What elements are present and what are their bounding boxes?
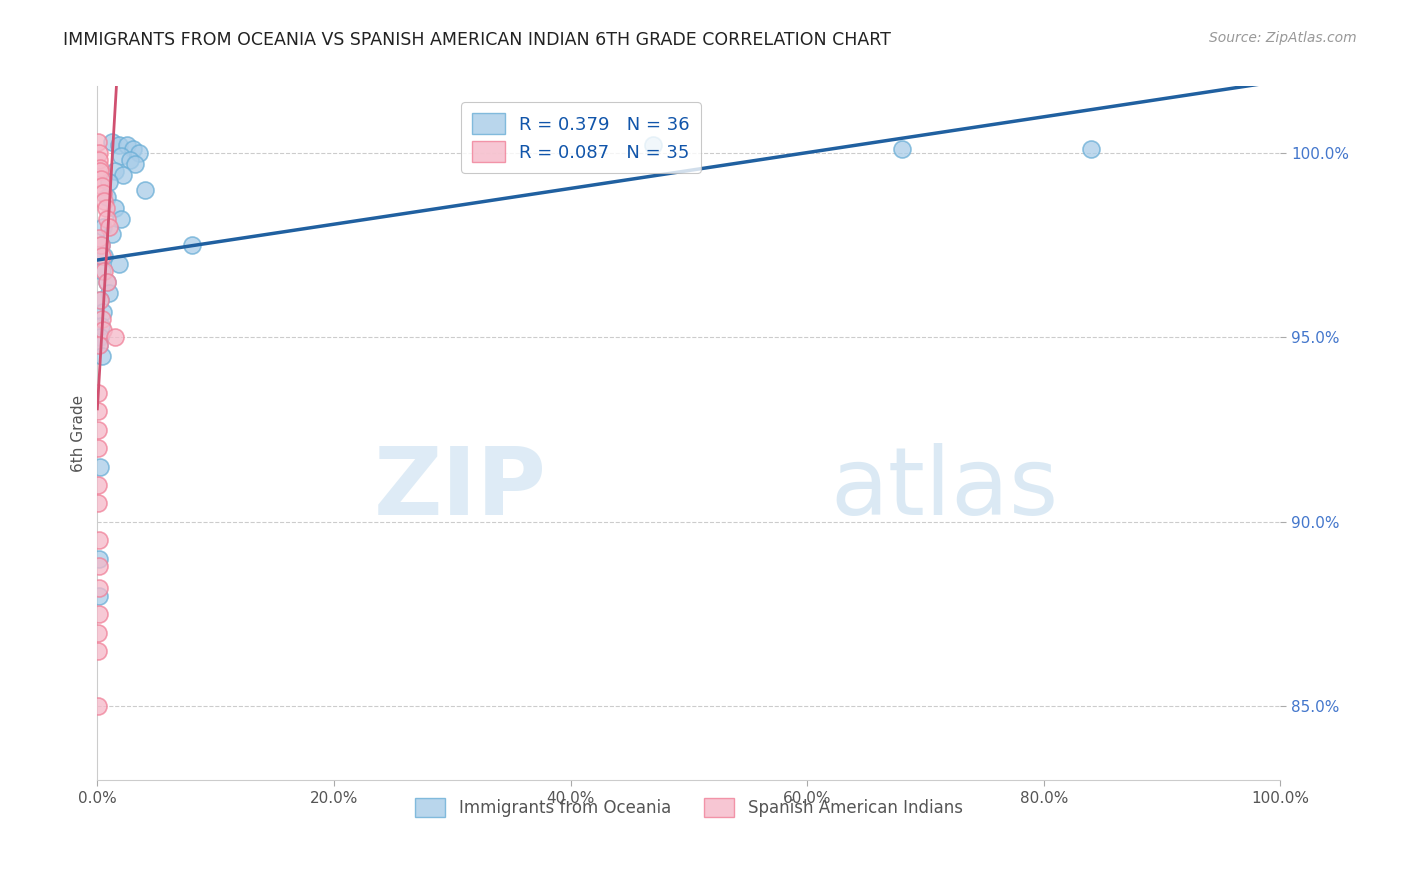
Point: [643, 138, 665, 153]
Point: [120, 153, 142, 168]
Point: [181, 238, 204, 252]
Point: [128, 145, 150, 160]
Point: [89, 330, 111, 344]
Point: [93, 249, 115, 263]
Point: [89, 230, 111, 244]
Point: [87, 644, 110, 658]
Point: [90, 238, 112, 252]
Point: [87, 589, 110, 603]
Point: [89, 153, 111, 168]
Point: [91, 264, 114, 278]
Point: [96, 190, 118, 204]
Point: [1080, 142, 1102, 156]
Point: [90, 171, 112, 186]
Point: [87, 699, 110, 714]
Point: [93, 264, 115, 278]
Point: [89, 161, 111, 175]
Point: [89, 293, 111, 308]
Point: [87, 135, 110, 149]
Point: [107, 256, 129, 270]
Point: [87, 478, 110, 492]
Point: [87, 337, 110, 351]
Point: [87, 337, 110, 351]
Point: [89, 293, 111, 308]
Point: [87, 404, 110, 418]
Point: [91, 349, 114, 363]
Point: [98, 175, 121, 189]
Point: [104, 201, 127, 215]
Point: [107, 138, 129, 153]
Point: [98, 219, 121, 234]
Point: [104, 330, 127, 344]
Point: [87, 625, 110, 640]
Point: [115, 138, 138, 153]
Point: [91, 312, 114, 326]
Text: ZIP: ZIP: [374, 442, 547, 535]
Text: atlas: atlas: [831, 442, 1059, 535]
Point: [87, 145, 110, 160]
Point: [93, 194, 115, 208]
Point: [90, 238, 112, 252]
Point: [110, 149, 132, 163]
Point: [104, 164, 127, 178]
Point: [121, 142, 143, 156]
Point: [110, 212, 132, 227]
Point: [91, 186, 114, 201]
Point: [91, 249, 114, 263]
Point: [89, 551, 111, 566]
Point: [91, 323, 114, 337]
Point: [89, 164, 111, 178]
Point: [98, 286, 121, 301]
Point: [91, 179, 114, 194]
Point: [100, 227, 122, 241]
Point: [89, 559, 111, 574]
Point: [89, 459, 111, 474]
Legend: Immigrants from Oceania, Spanish American Indians: Immigrants from Oceania, Spanish America…: [409, 791, 969, 824]
Text: Source: ZipAtlas.com: Source: ZipAtlas.com: [1209, 31, 1357, 45]
Point: [87, 607, 110, 622]
Point: [100, 135, 122, 149]
Point: [87, 496, 110, 510]
Point: [890, 142, 912, 156]
Point: [91, 219, 114, 234]
Point: [94, 201, 117, 215]
Point: [124, 157, 146, 171]
Point: [134, 183, 156, 197]
Point: [90, 319, 112, 334]
Point: [96, 212, 118, 227]
Point: [87, 533, 110, 548]
Point: [96, 275, 118, 289]
Text: IMMIGRANTS FROM OCEANIA VS SPANISH AMERICAN INDIAN 6TH GRADE CORRELATION CHART: IMMIGRANTS FROM OCEANIA VS SPANISH AMERI…: [63, 31, 891, 49]
Point: [96, 275, 118, 289]
Point: [87, 441, 110, 455]
Point: [87, 385, 110, 400]
Point: [87, 582, 110, 596]
Y-axis label: 6th Grade: 6th Grade: [72, 395, 86, 472]
Point: [112, 168, 135, 182]
Point: [91, 304, 114, 318]
Point: [87, 423, 110, 437]
